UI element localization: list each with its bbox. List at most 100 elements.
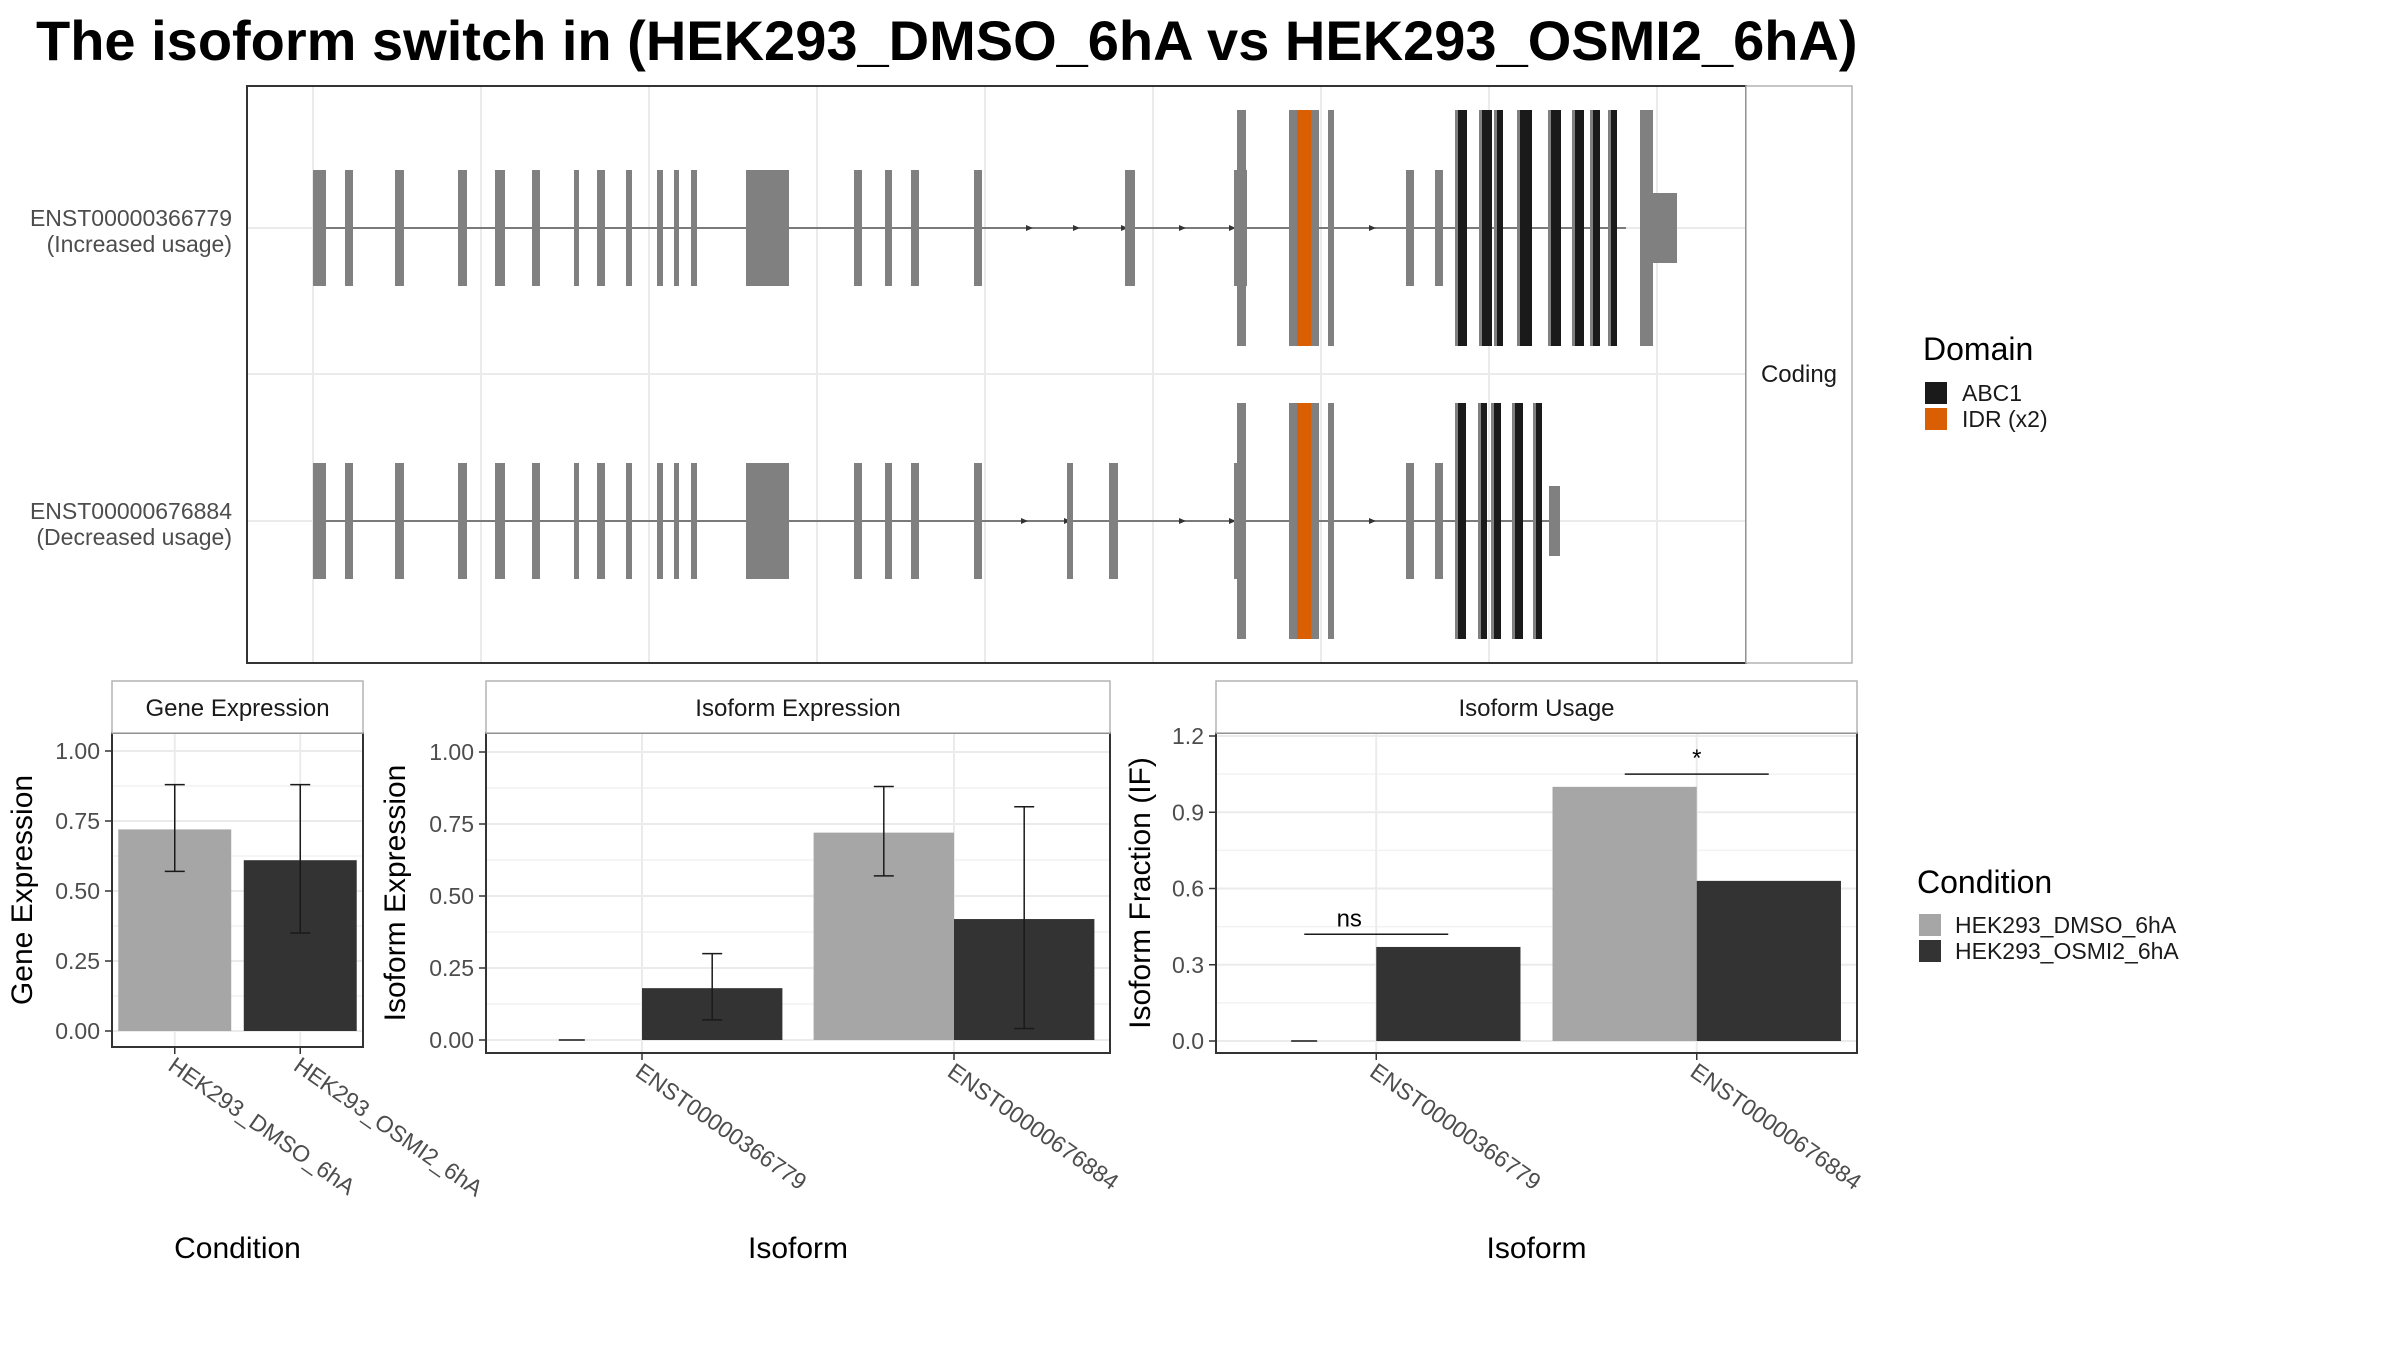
noncoding-exon [313, 463, 326, 579]
noncoding-exon [458, 463, 467, 579]
abc1-domain-block [1458, 110, 1467, 346]
coding-exon [1494, 110, 1497, 346]
noncoding-exon [674, 170, 679, 286]
figure-title: The isoform switch in (HEK293_DMSO_6hA v… [36, 9, 1858, 72]
utr-exon [1653, 193, 1677, 263]
noncoding-exon [691, 170, 697, 286]
y-tick-label: 0.3 [1172, 952, 1204, 978]
coding-exon [1548, 110, 1551, 346]
transcript-usage-label: (Decreased usage) [36, 524, 232, 550]
noncoding-exon [1406, 463, 1414, 579]
noncoding-exon [657, 170, 663, 286]
noncoding-exon [345, 170, 353, 286]
abc1-domain-block [1515, 403, 1523, 639]
noncoding-exon [674, 463, 679, 579]
coding-exon [1455, 110, 1458, 346]
condition-legend-title: Condition [1917, 864, 2052, 900]
noncoding-exon [574, 463, 579, 579]
coding-exon [1590, 110, 1593, 346]
intron-direction-arrow [1073, 225, 1080, 231]
idr-domain-block [1297, 110, 1311, 346]
y-tick-label: 0.6 [1172, 876, 1204, 902]
noncoding-exon [495, 463, 505, 579]
noncoding-exon [532, 463, 540, 579]
noncoding-exon [1067, 463, 1073, 579]
noncoding-exon [1406, 170, 1414, 286]
bar [1552, 786, 1697, 1041]
condition-legend-label: HEK293_DMSO_6hA [1955, 912, 2177, 938]
coding-exon [1517, 110, 1520, 346]
y-tick-label: 0.50 [55, 878, 100, 904]
abc1-domain-block [1611, 110, 1617, 346]
utr-exon [1549, 486, 1560, 556]
abc1-domain-block [1551, 110, 1561, 346]
condition-legend-key [1919, 940, 1941, 962]
bar-chart-panel: 1.2 0.9 0.6 0.3 0.0 ns * ENST00000366779 ENST000… [1124, 680, 1867, 1265]
y-tick-label: 0.75 [429, 811, 474, 837]
x-tick-label: ENST00000366779 [631, 1058, 811, 1195]
x-axis-title: Condition [174, 1232, 301, 1265]
x-tick-label: ENST00000676884 [1686, 1058, 1867, 1195]
coding-exon [1479, 110, 1482, 346]
intron-direction-arrow [1026, 225, 1033, 231]
x-tick-label: ENST00000366779 [1365, 1058, 1545, 1195]
y-axis-title: Isoform Fraction (IF) [1124, 757, 1157, 1029]
noncoding-exon [313, 170, 326, 286]
coding-exon [1572, 110, 1575, 346]
x-axis-title: Isoform [1486, 1232, 1586, 1265]
intron-direction-arrow [1369, 518, 1376, 524]
y-axis-title: Gene Expression [6, 775, 39, 1005]
y-tick-label: 1.00 [55, 738, 100, 764]
noncoding-exon [1435, 170, 1443, 286]
transcript-usage-label: (Increased usage) [47, 231, 232, 257]
panel-title: Isoform Expression [695, 695, 900, 722]
transcript-label: ENST00000366779 [30, 205, 232, 231]
coding-exon [1237, 403, 1246, 639]
significance-label: * [1692, 745, 1701, 772]
intron-direction-arrow [1179, 225, 1186, 231]
y-tick-label: 1.2 [1172, 723, 1204, 749]
isoform-structure-plot: ENST00000366779(Increased usage) ENST0000… [30, 85, 2048, 664]
abc1-domain-block [1575, 110, 1584, 346]
x-tick-label: ENST00000676884 [943, 1058, 1124, 1195]
y-tick-label: 1.00 [429, 739, 474, 765]
expression-bar-charts: 1.00 0.75 0.50 0.25 0.00 HEK293_DMSO_6hAHEK29… [6, 680, 2179, 1265]
intron-direction-arrow [1369, 225, 1376, 231]
panel-title: Gene Expression [145, 695, 329, 722]
panel-title: Isoform Usage [1458, 695, 1614, 722]
noncoding-exon [495, 170, 505, 286]
y-tick-label: 0.75 [55, 808, 100, 834]
abc1-domain-block [1481, 403, 1487, 639]
coding-exon [1512, 403, 1515, 639]
noncoding-exon [657, 463, 663, 579]
transcript-label: ENST00000676884 [30, 498, 232, 524]
abc1-domain-block [1520, 110, 1532, 346]
idr-domain-block [1297, 403, 1311, 639]
bar-chart-panel: 1.00 0.75 0.50 0.25 0.00 ENST00000366779 ENST0… [379, 680, 1124, 1265]
y-tick-label: 0.00 [55, 1018, 100, 1044]
intron-direction-arrow [1229, 225, 1236, 231]
noncoding-exon [974, 170, 982, 286]
bar [1376, 946, 1521, 1041]
y-tick-label: 0.25 [429, 955, 474, 981]
y-tick-label: 0.50 [429, 883, 474, 909]
facet-strip-label: Coding [1761, 361, 1837, 388]
abc1-domain-block [1536, 403, 1542, 639]
noncoding-exon [854, 463, 862, 579]
coding-exon [1491, 403, 1494, 639]
y-tick-label: 0.9 [1172, 799, 1204, 825]
intron-direction-arrow [1229, 518, 1236, 524]
abc1-domain-block [1458, 403, 1466, 639]
y-axis-title: Isoform Expression [379, 765, 412, 1022]
abc1-domain-block [1482, 110, 1492, 346]
panel-strip [1215, 680, 1858, 734]
noncoding-exon [746, 170, 789, 286]
noncoding-exon [854, 170, 862, 286]
noncoding-exon [1435, 463, 1443, 579]
domain-legend-label: ABC1 [1962, 380, 2022, 406]
y-tick-label: 0.0 [1172, 1028, 1204, 1054]
noncoding-exon [395, 170, 404, 286]
noncoding-exon [911, 170, 919, 286]
bar-chart-panel: 1.000.750.500.250.00HEK293_DMSO_6hAHEK29… [6, 680, 488, 1265]
